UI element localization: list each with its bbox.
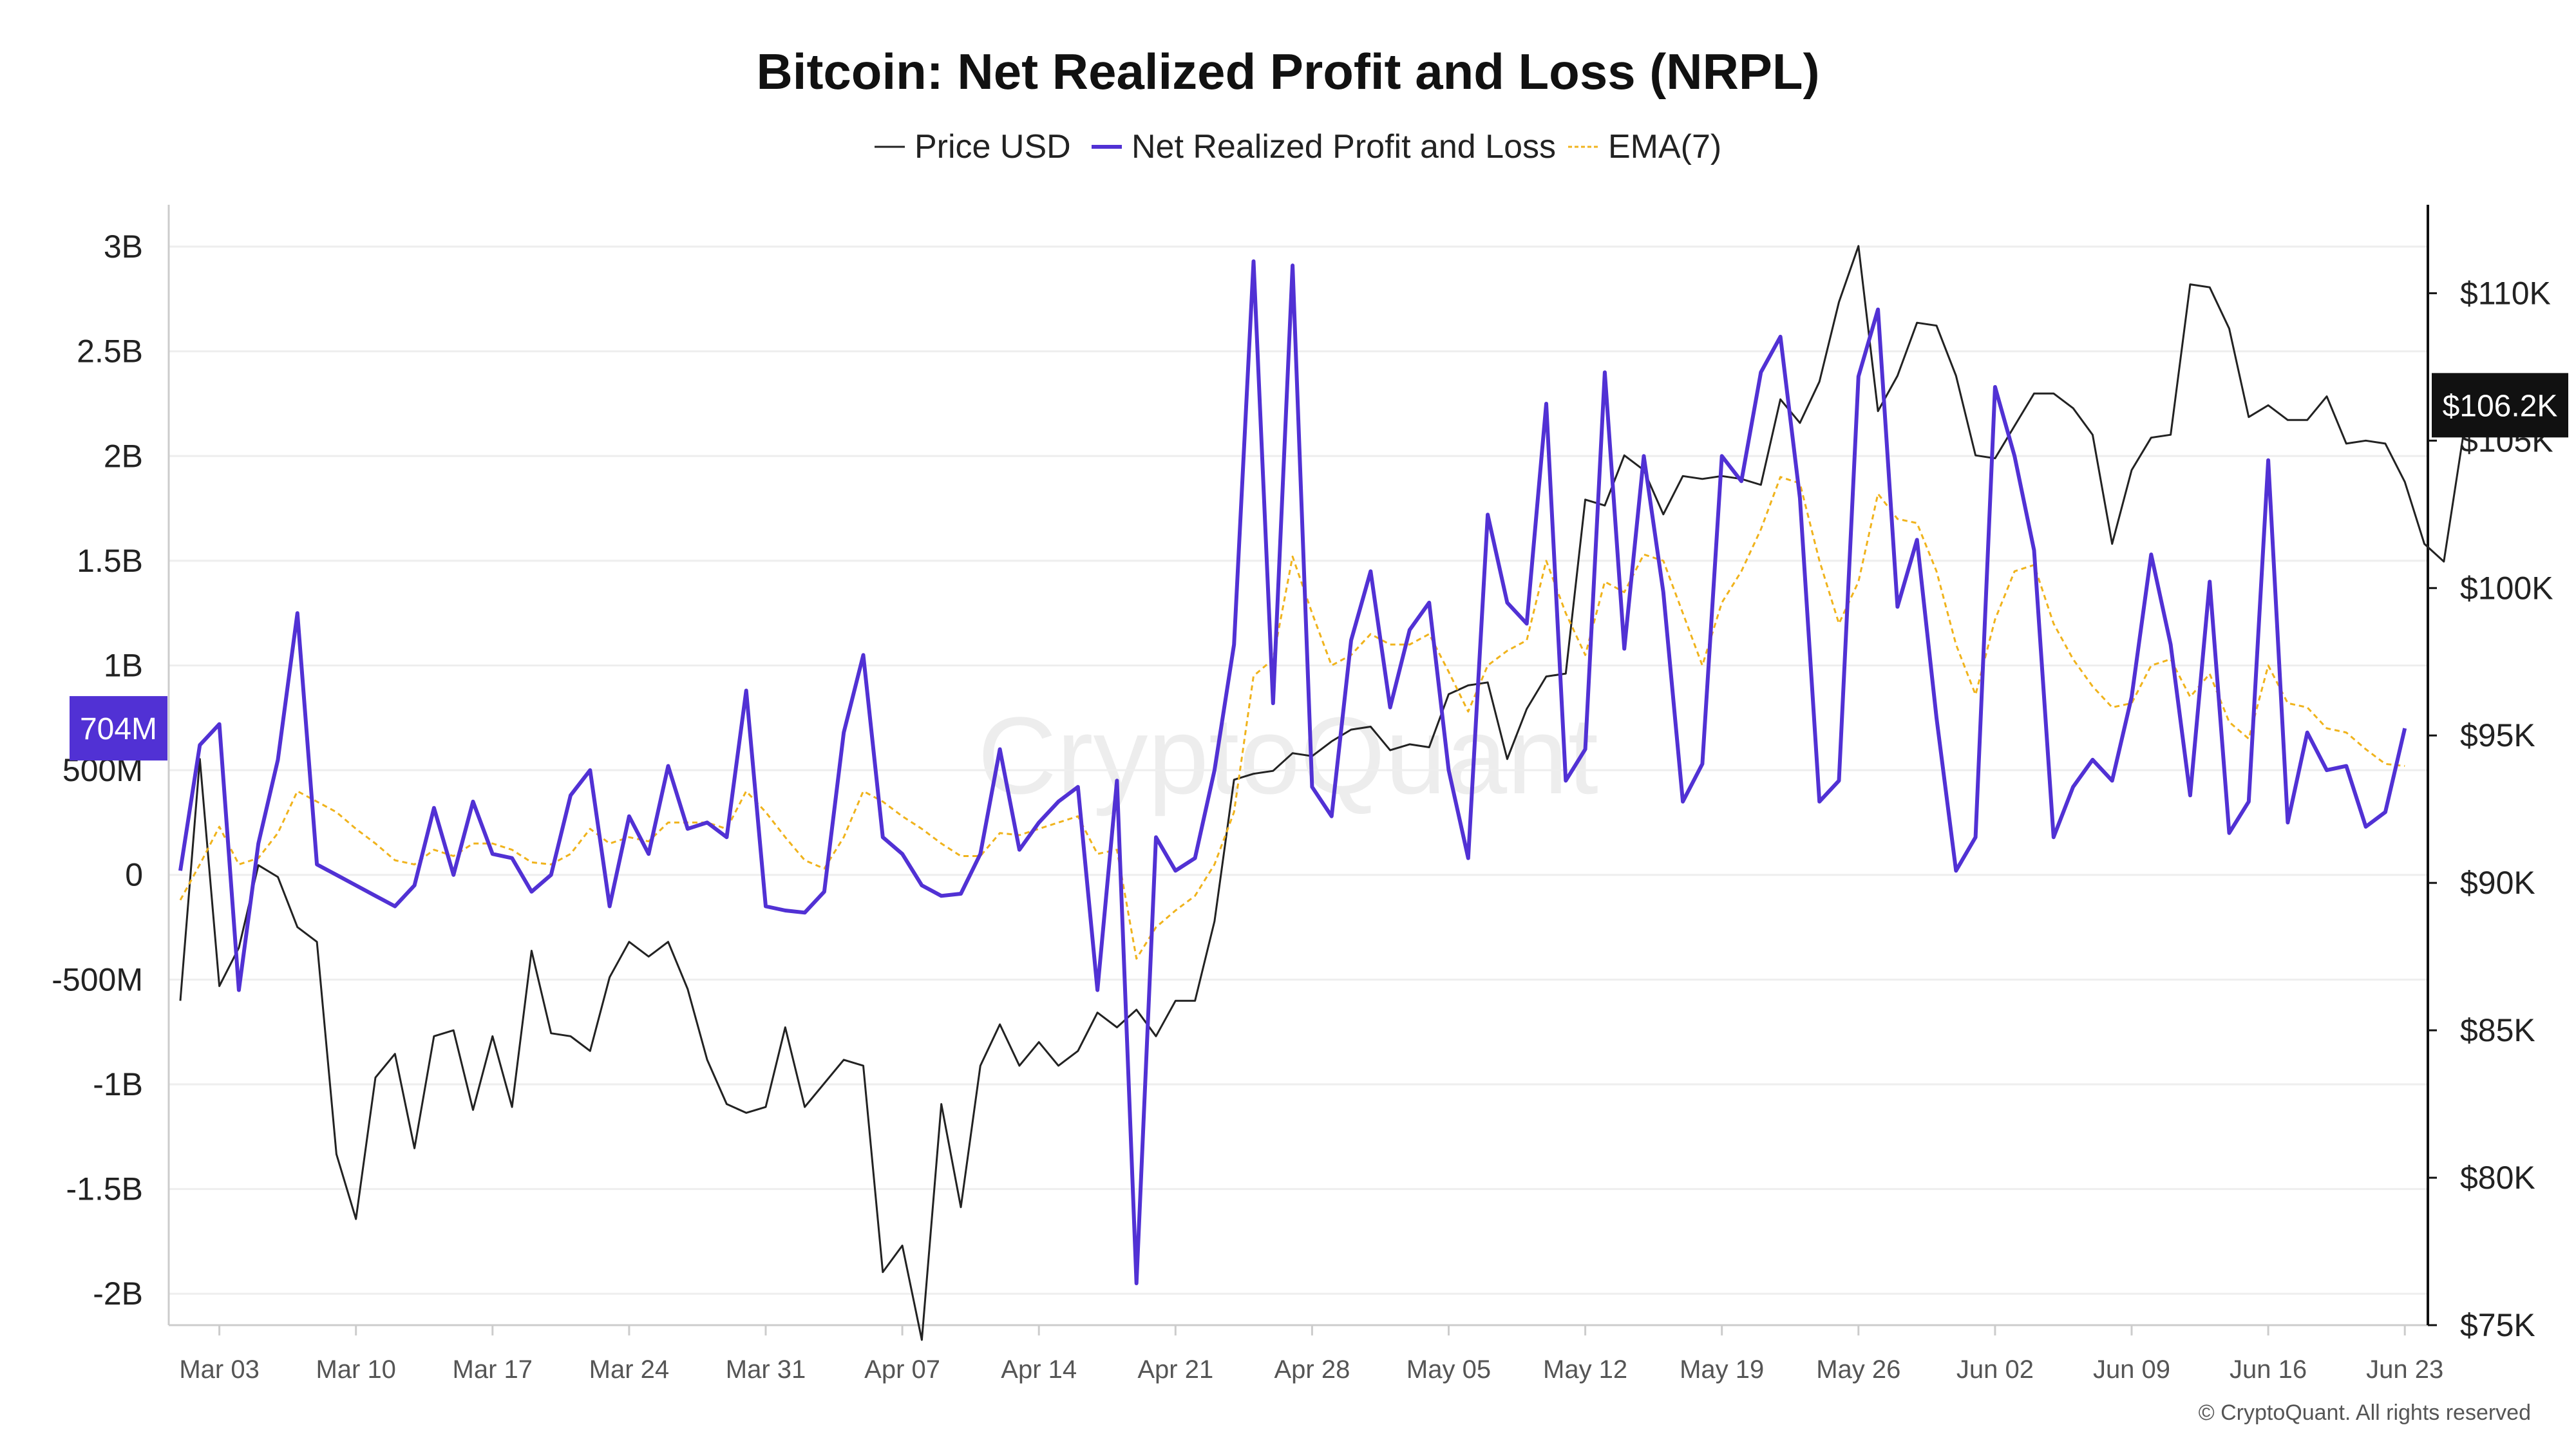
x-tick-label: Jun 09 [2093, 1355, 2170, 1384]
x-tick-label: Apr 28 [1274, 1355, 1350, 1384]
axes [167, 205, 2429, 1326]
x-tick-label: Apr 21 [1137, 1355, 1213, 1384]
copyright: © CryptoQuant. All rights reserved [2199, 1400, 2531, 1425]
right-tick-label: $80K [2460, 1160, 2535, 1196]
left-tick-label: -1.5B [66, 1171, 143, 1207]
series-lines [178, 245, 2503, 1341]
x-tick-label: Apr 14 [1001, 1355, 1077, 1384]
x-tick-label: Apr 07 [864, 1355, 940, 1384]
legend-label-nrpl: Net Realized Profit and Loss [1132, 128, 1556, 165]
right-tick-label: $100K [2460, 570, 2553, 606]
nrpl-current-value: 704M [80, 712, 157, 746]
legend-label-price: Price USD [914, 128, 1071, 165]
x-tick-label: Jun 16 [2230, 1355, 2307, 1384]
price-current-value: $106.2K [2443, 389, 2558, 423]
x-tick-label: Mar 10 [316, 1355, 396, 1384]
left-tick-label: -1B [93, 1066, 143, 1102]
right-tick-label: $75K [2460, 1307, 2535, 1343]
x-tick-label: May 19 [1680, 1355, 1764, 1384]
x-tick-label: May 12 [1543, 1355, 1627, 1384]
legend-label-ema: EMA(7) [1608, 128, 1721, 165]
x-tick-label: Mar 24 [589, 1355, 670, 1384]
grid [169, 245, 2428, 1295]
left-tick-label: 0 [125, 857, 143, 893]
nrpl-current-badge [70, 696, 167, 761]
price-current-badge [2432, 373, 2568, 438]
x-tick-label: May 26 [1816, 1355, 1900, 1384]
x-tick-label: Jun 02 [1956, 1355, 2034, 1384]
left-tick-label: -2B [93, 1276, 143, 1312]
left-tick-label: 3B [104, 229, 143, 265]
x-tick-label: Mar 03 [179, 1355, 260, 1384]
right-tick-label: $85K [2460, 1012, 2535, 1048]
left-tick-label: 1.5B [77, 543, 143, 579]
legend: Price USD Net Realized Profit and Loss E… [875, 128, 1721, 165]
chart-title: Bitcoin: Net Realized Profit and Loss (N… [756, 43, 1819, 100]
x-tick-label: May 05 [1406, 1355, 1491, 1384]
left-tick-label: -500M [52, 961, 143, 997]
x-tick-label: Jun 23 [2366, 1355, 2443, 1384]
series-line-net-realized-profit-and-loss [178, 259, 2407, 1285]
left-tick-label: 2B [104, 438, 143, 474]
right-tick-label: $95K [2460, 717, 2535, 753]
value-badges: 704M $106.2K [70, 373, 2568, 761]
left-tick-label: 2.5B [77, 334, 143, 370]
watermark: CryptoQuant [978, 695, 1598, 817]
x-tick-label: Mar 31 [726, 1355, 806, 1384]
x-tick-label: Mar 17 [453, 1355, 533, 1384]
right-tick-label: $110K [2460, 275, 2551, 311]
left-tick-label: 1B [104, 648, 143, 684]
x-axis-ticks: Mar 03 Mar 10 Mar 17 Mar 24 Mar 31 Apr 07 Apr … [179, 1325, 2443, 1384]
right-tick-label: $90K [2460, 865, 2535, 901]
right-axis-ticks: $110K$105K$100K$95K$90K$85K$80K$75K [2428, 275, 2553, 1343]
